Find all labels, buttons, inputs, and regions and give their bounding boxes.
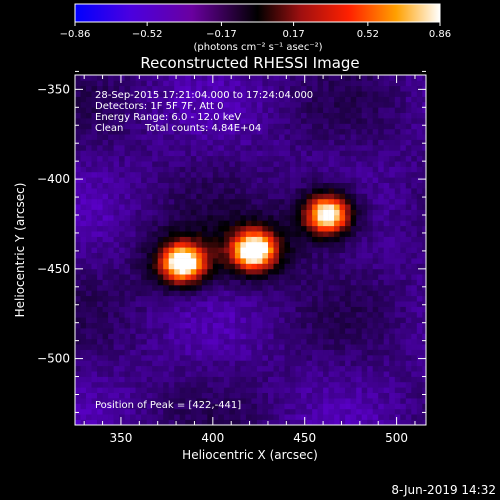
annotation-time-range: 28-Sep-2015 17:21:04.000 to 17:24:04.000 <box>95 90 313 101</box>
colorbar-tick-label: 0.86 <box>429 29 451 40</box>
x-tick-label: 400 <box>201 431 224 445</box>
colorbar-tick-label: 0.52 <box>357 29 379 40</box>
x-tick-label: 450 <box>293 431 316 445</box>
chart-title: Reconstructed RHESSI Image <box>140 54 359 72</box>
y-tick-label: −350 <box>37 82 70 96</box>
x-axis-label: Heliocentric X (arcsec) <box>182 448 318 462</box>
annotation-algorithm: Clean <box>95 123 123 134</box>
y-axis-label: Heliocentric Y (arcsec) <box>13 183 27 318</box>
annotation-total-counts: Total counts: 4.84E+04 <box>144 123 261 134</box>
x-tick-label: 500 <box>385 431 408 445</box>
colorbar-tick-label: −0.17 <box>206 29 237 40</box>
colorbar <box>75 4 440 22</box>
x-tick-label: 350 <box>109 431 132 445</box>
colorbar-units: (photons cm⁻² s⁻¹ asec⁻²) <box>193 42 322 53</box>
colorbar-tick-label: −0.52 <box>132 29 163 40</box>
colorbar-tick-label: 0.17 <box>282 29 304 40</box>
annotation-peak-position: Position of Peak = [422,-441] <box>95 400 241 411</box>
footer-date: 8-Jun-2019 14:32 <box>391 483 496 497</box>
y-tick-label: −500 <box>37 352 70 366</box>
y-tick-label: −400 <box>37 172 70 186</box>
annotation-energy-range: Energy Range: 6.0 - 12.0 keV <box>95 112 241 123</box>
y-tick-label: −450 <box>37 262 70 276</box>
colorbar-tick-label: −0.86 <box>60 29 91 40</box>
colorbar-ticks: −0.86 −0.52 −0.17 0.17 0.52 0.86 <box>60 22 451 40</box>
annotation-detectors: Detectors: 1F 5F 7F, Att 0 <box>95 101 223 112</box>
